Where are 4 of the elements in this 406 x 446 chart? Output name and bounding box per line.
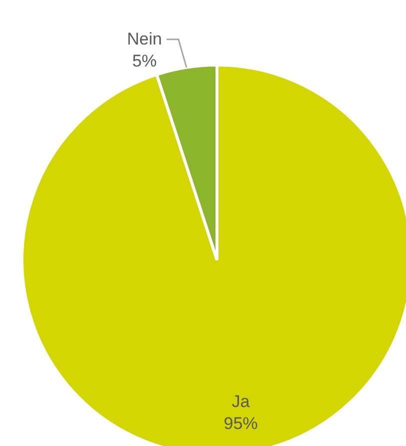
slice-label: Ja bbox=[232, 392, 250, 411]
data-label: 5% bbox=[132, 52, 157, 71]
slice-label: Nein bbox=[127, 30, 162, 48]
data-label: 95% bbox=[224, 414, 258, 433]
